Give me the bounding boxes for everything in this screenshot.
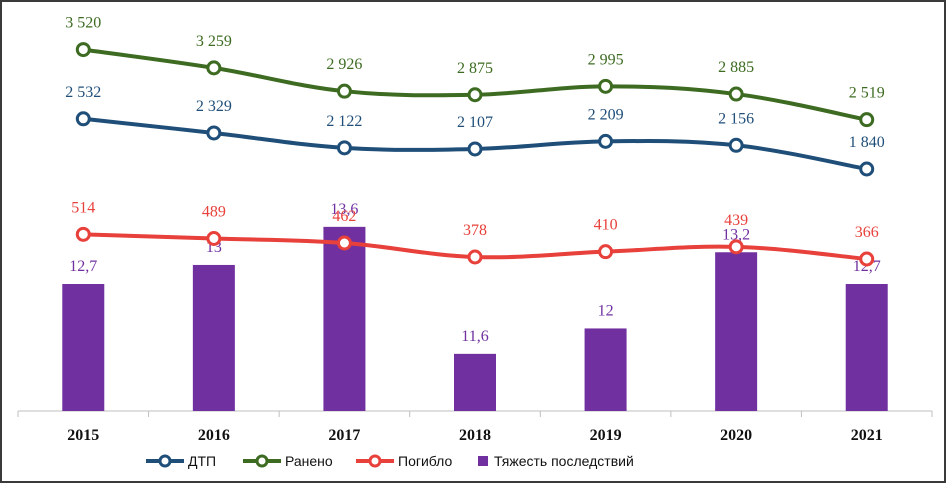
label-pogiblo-2020: 439: [724, 212, 748, 229]
x-tick-label-2018: 2018: [459, 427, 491, 444]
legend-marker-2: [368, 454, 382, 468]
label-raneno-2015: 3 520: [65, 15, 101, 32]
legend-label-3: Тяжесть последствий: [494, 453, 634, 469]
marker-raneno-2016: [206, 60, 222, 76]
bar-label-2019: 12: [598, 302, 614, 319]
marker-dtp-2015: [75, 111, 91, 127]
x-tick-label-2019: 2019: [590, 427, 622, 444]
marker-pogiblo-2020: [728, 239, 744, 255]
marker-pogiblo-2017: [336, 235, 352, 251]
bar-tyazhest-2017: [323, 226, 366, 411]
marker-raneno-2021: [859, 112, 875, 128]
label-raneno-2021: 2 519: [849, 85, 885, 102]
legend-label-0: ДТП: [188, 453, 216, 469]
label-raneno-2019: 2 995: [588, 51, 624, 68]
label-raneno-2020: 2 885: [718, 59, 754, 76]
label-dtp-2021: 1 840: [849, 134, 885, 151]
bar-tyazhest-2018: [454, 353, 496, 411]
bar-label-2020: 13,2: [722, 226, 750, 243]
x-tick-label-2021: 2021: [851, 427, 883, 444]
label-pogiblo-2019: 410: [594, 217, 618, 234]
legend-swatch-3: [478, 456, 488, 466]
marker-raneno-2017: [336, 83, 352, 99]
x-tick-label-2015: 2015: [67, 427, 99, 444]
legend-marker-1: [255, 454, 269, 468]
marker-pogiblo-2021: [859, 251, 875, 267]
label-pogiblo-2017: 462: [332, 208, 356, 225]
marker-pogiblo-2016: [206, 231, 222, 246]
marker-pogiblo-2015: [75, 226, 91, 242]
bar-tyazhest-2016: [192, 264, 235, 411]
marker-dtp-2020: [728, 137, 744, 153]
label-dtp-2018: 2 107: [457, 114, 493, 131]
legend-marker-0: [158, 454, 172, 468]
x-tick-label-2020: 2020: [720, 427, 752, 444]
label-dtp-2019: 2 209: [588, 106, 624, 123]
bar-label-2018: 11,6: [461, 328, 488, 345]
label-raneno-2016: 3 259: [196, 33, 232, 50]
marker-pogiblo-2018: [467, 249, 483, 265]
label-raneno-2017: 2 926: [326, 56, 362, 73]
legend-label-2: Погибло: [398, 453, 452, 469]
label-pogiblo-2015: 514: [71, 199, 95, 216]
label-dtp-2015: 2 532: [65, 84, 101, 101]
label-pogiblo-2021: 366: [855, 224, 879, 241]
marker-raneno-2018: [467, 87, 483, 103]
label-dtp-2020: 2 156: [718, 110, 754, 127]
marker-dtp-2018: [467, 141, 483, 157]
label-pogiblo-2018: 378: [463, 222, 487, 239]
marker-dtp-2019: [598, 133, 614, 149]
bar-tyazhest-2021: [845, 284, 888, 411]
label-dtp-2017: 2 122: [326, 113, 362, 130]
marker-dtp-2017: [336, 140, 352, 156]
marker-raneno-2015: [75, 42, 91, 58]
x-tick-label-2017: 2017: [328, 427, 360, 444]
legend-label-1: Ранено: [285, 453, 333, 469]
marker-raneno-2019: [598, 78, 614, 94]
bar-tyazhest-2020: [715, 252, 758, 411]
label-raneno-2018: 2 875: [457, 60, 493, 77]
label-pogiblo-2016: 489: [202, 204, 226, 221]
bar-tyazhest-2019: [584, 328, 627, 411]
bar-tyazhest-2015: [62, 284, 105, 411]
marker-pogiblo-2019: [598, 244, 614, 260]
marker-dtp-2016: [206, 125, 222, 141]
bar-label-2015: 12,7: [69, 258, 97, 275]
marker-raneno-2020: [728, 86, 744, 102]
x-tick-label-2016: 2016: [198, 427, 230, 444]
marker-dtp-2021: [859, 161, 875, 177]
label-dtp-2016: 2 329: [196, 98, 232, 115]
bar-label-2017: 13,6: [330, 201, 358, 218]
